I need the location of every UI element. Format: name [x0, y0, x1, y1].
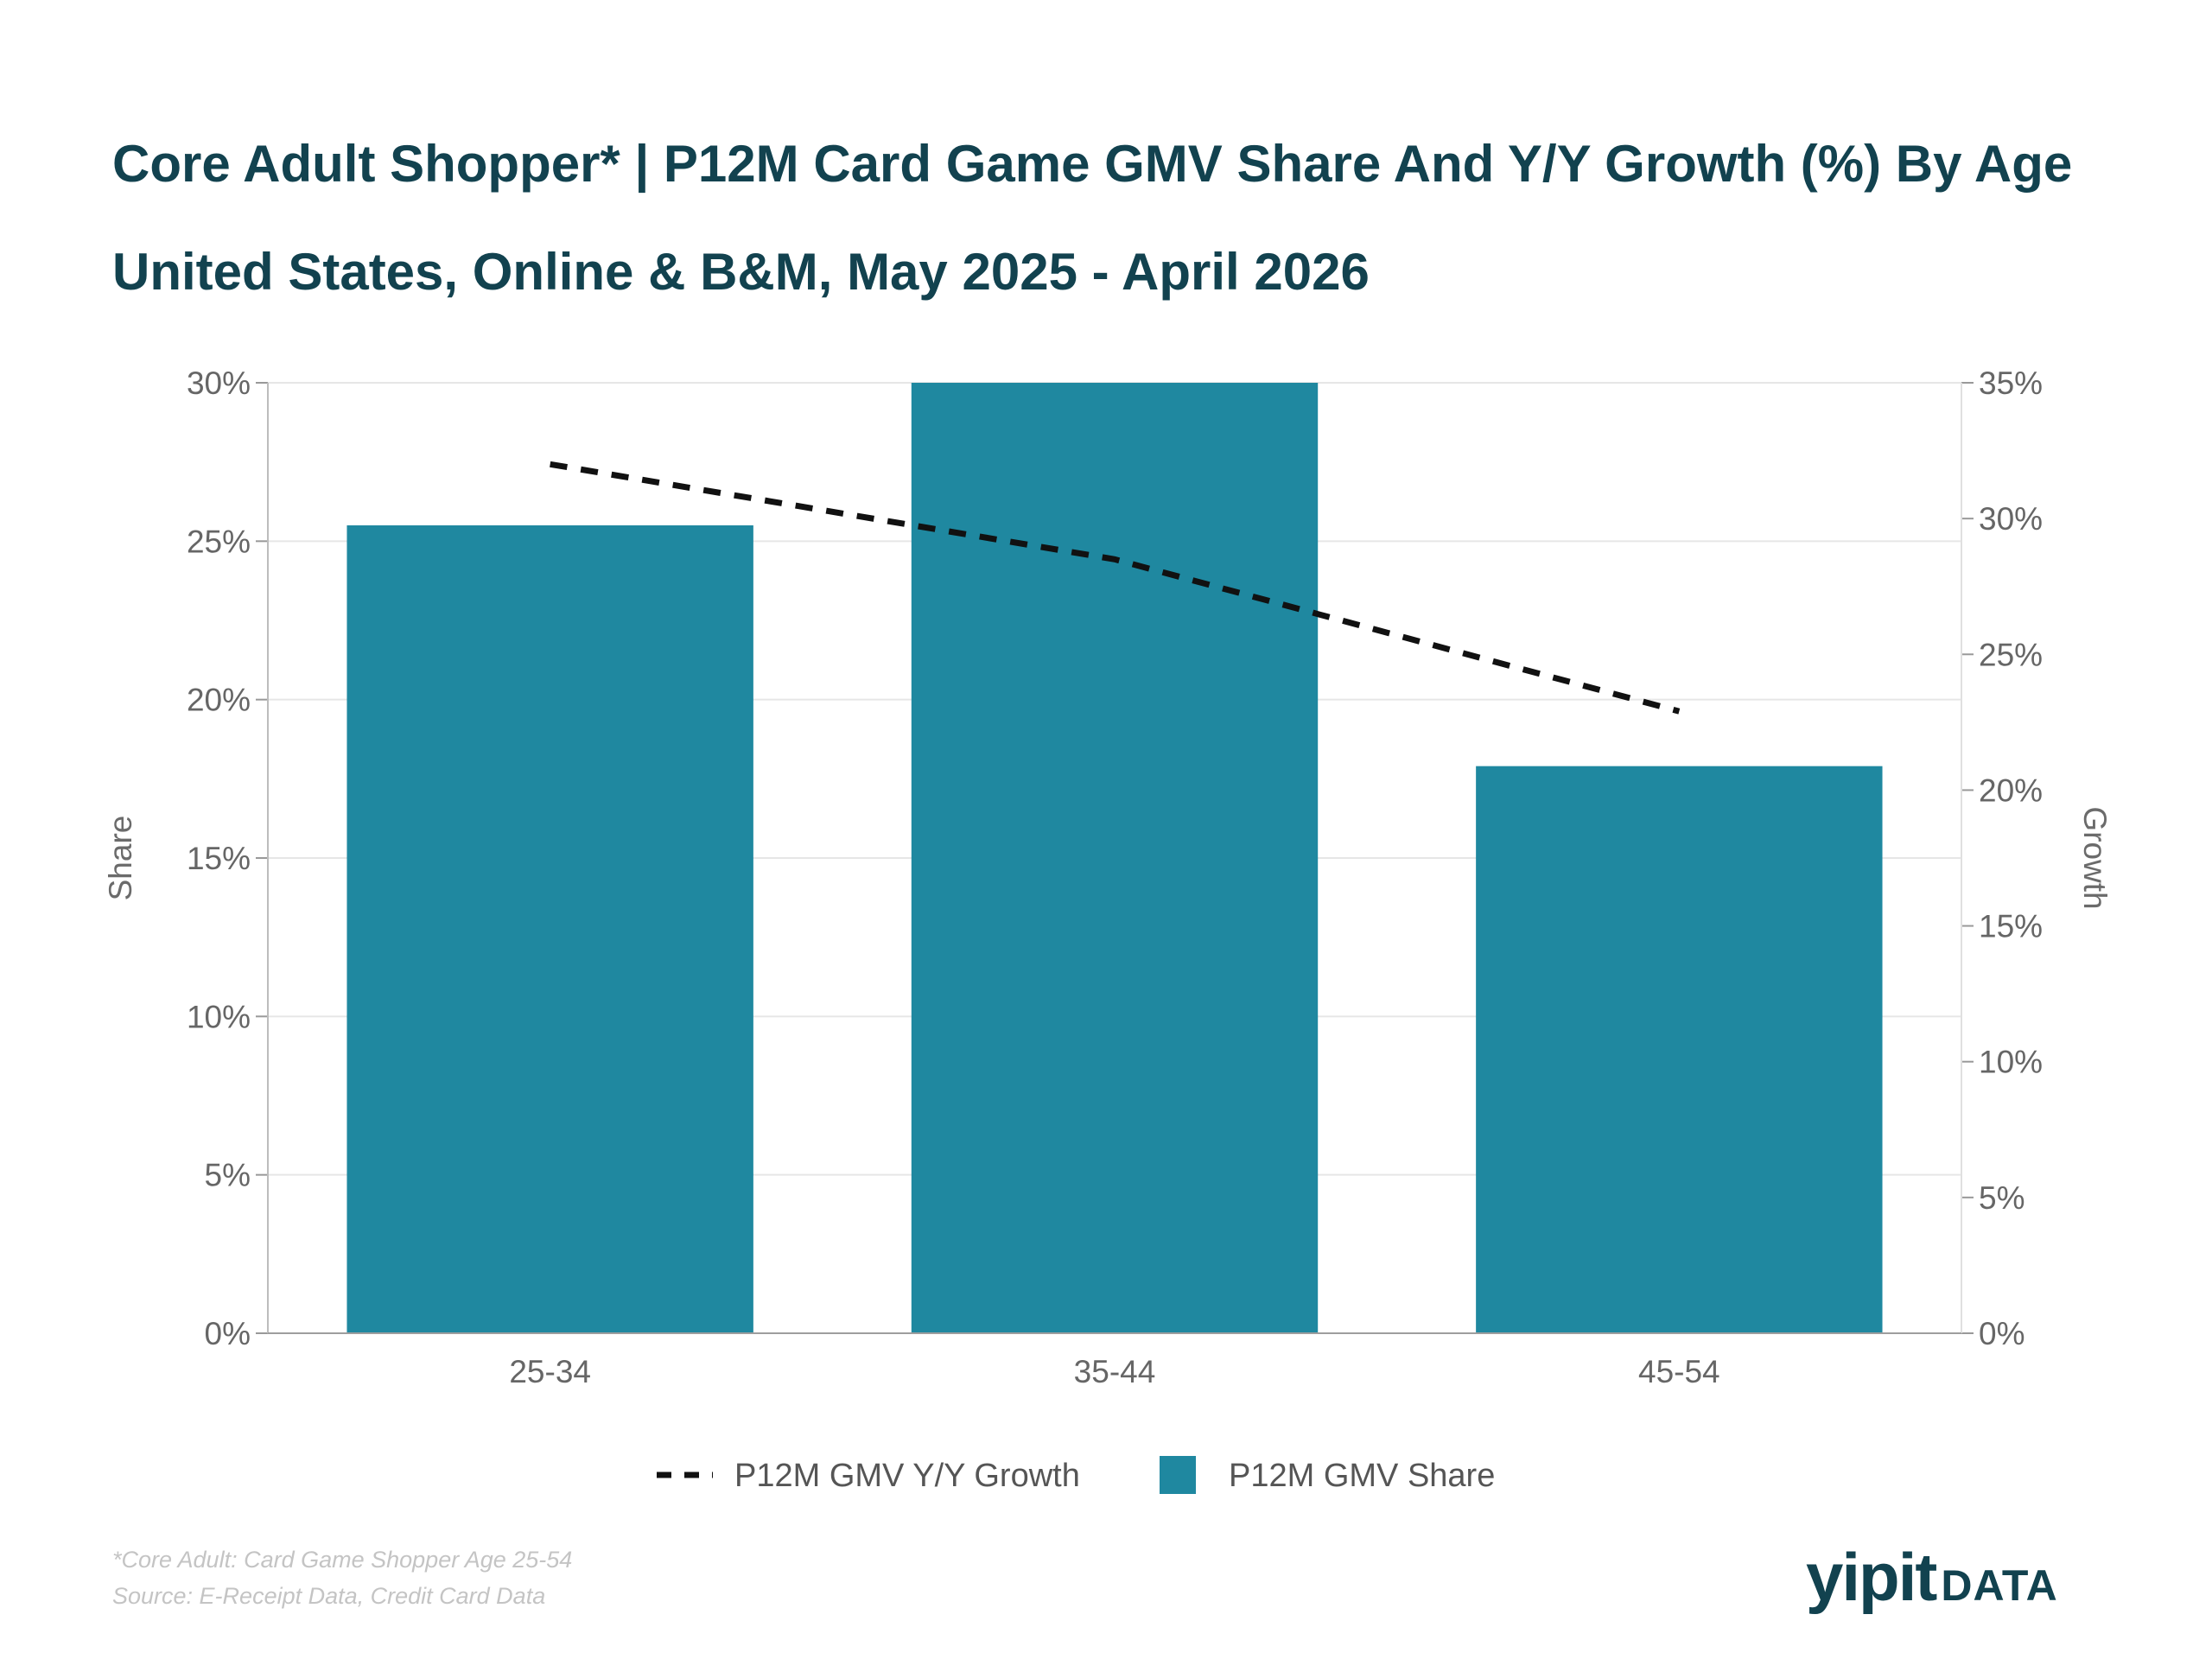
right-axis-tick-label: 25%: [1979, 637, 2043, 672]
right-axis-tick-label: 35%: [1979, 365, 2043, 401]
x-axis-tick-label: 35-44: [1074, 1354, 1156, 1389]
brand-logo-suffix: DATA: [1941, 1561, 2058, 1610]
brand-logo: yipit DATA: [1806, 1538, 2058, 1617]
right-axis-tick-label: 30%: [1979, 501, 2043, 537]
bars: [346, 383, 1883, 1333]
x-axis-tick-label: 45-54: [1638, 1354, 1720, 1389]
left-axis-tick-label: 15%: [187, 841, 251, 876]
left-axis-tick-label: 0%: [205, 1316, 251, 1351]
bar-45-54: [1476, 766, 1883, 1333]
legend-swatch-share: [1160, 1456, 1196, 1494]
left-axis-tick-label: 25%: [187, 524, 251, 559]
brand-logo-name: yipit: [1806, 1539, 1937, 1615]
left-axis-title: Share: [103, 816, 138, 901]
left-axis-tick-label: 30%: [187, 365, 251, 401]
right-axis-tick-label: 20%: [1979, 772, 2043, 808]
footnote-source: Source: E-Receipt Data, Credit Card Data: [112, 1583, 546, 1609]
left-axis-tick-label: 20%: [187, 683, 251, 718]
footnote-definition: *Core Adult: Card Game Shopper Age 25-54: [112, 1547, 573, 1573]
axes: 0% 5% 10% 15% 20% 25% 30% 0% 5% 10% 15% 20% 25% 30% 35…: [103, 365, 2113, 1389]
growth-line: [550, 461, 1681, 715]
left-axis-tick-label: 5%: [205, 1158, 251, 1193]
x-axis-tick-label: 25-34: [509, 1354, 591, 1389]
right-axis-title: Growth: [2077, 806, 2113, 909]
bar-35-44: [911, 383, 1319, 1333]
growth-line-group: [550, 461, 1681, 715]
right-axis-tick-label: 10%: [1979, 1045, 2043, 1080]
right-axis-tick-label: 0%: [1979, 1316, 2024, 1351]
right-axis-tick-label: 15%: [1979, 909, 2043, 944]
legend-label-share: P12M GMV Share: [1229, 1458, 1495, 1494]
bar-25-34: [346, 525, 753, 1333]
right-axis-tick-label: 5%: [1979, 1180, 2024, 1216]
chart-title: Core Adult Shopper* | P12M Card Game GMV…: [112, 135, 2073, 193]
left-axis-tick-label: 10%: [187, 999, 251, 1034]
legend: P12M GMV Y/Y Growth P12M GMV Share: [657, 1456, 1495, 1494]
legend-label-growth: P12M GMV Y/Y Growth: [734, 1458, 1080, 1494]
chart-subtitle: United States, Online & B&M, May 2025 - …: [112, 243, 1370, 301]
